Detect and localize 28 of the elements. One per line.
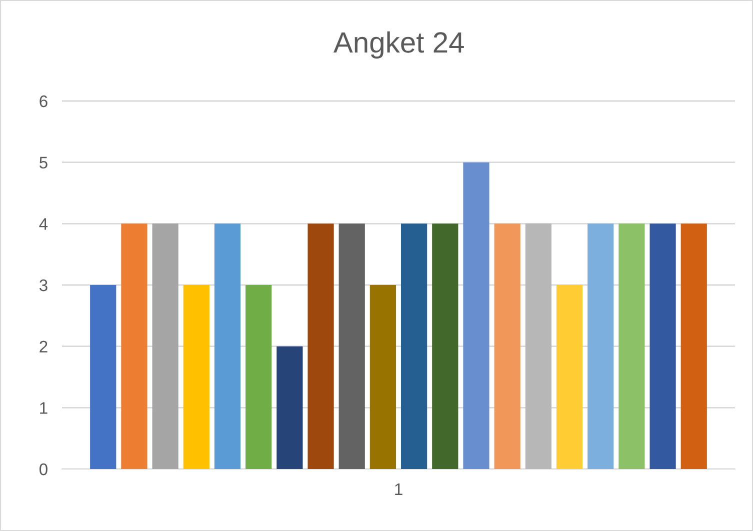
bar: [370, 285, 396, 469]
y-tick-label: 2: [40, 340, 48, 352]
bar: [121, 224, 148, 469]
chart-title: Angket 24: [333, 31, 464, 59]
bar: [152, 224, 178, 469]
bar: [432, 224, 458, 469]
y-tick-label: 0: [39, 463, 48, 476]
y-tick-label: 3: [39, 279, 48, 292]
bar: [588, 224, 614, 469]
bar: [680, 224, 707, 469]
bar: [276, 346, 303, 469]
bar: [650, 224, 676, 469]
bar: [338, 224, 365, 469]
y-tick-label: 1: [40, 402, 48, 414]
bar: [556, 285, 583, 469]
y-tick-label: 4: [39, 218, 48, 230]
bar: [463, 162, 490, 469]
bar: [214, 224, 241, 469]
bar: [494, 224, 520, 469]
bar: [90, 285, 116, 469]
bar: [400, 224, 428, 469]
bar: [183, 285, 210, 469]
bar: [618, 224, 645, 469]
y-tick-label: 5: [40, 156, 48, 169]
y-tick-label: 6: [40, 95, 48, 108]
bar: [308, 224, 334, 469]
bar: [246, 285, 272, 469]
bar: [525, 224, 552, 469]
